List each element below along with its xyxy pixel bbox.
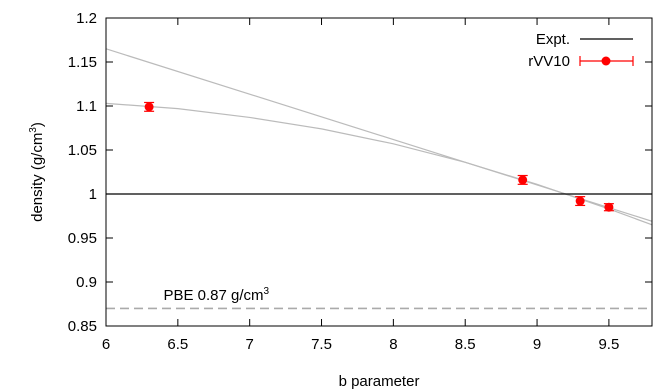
x-axis-label: b parameter	[339, 373, 420, 389]
legend-label-expt: Expt.	[536, 31, 570, 48]
fit-curves	[106, 48, 652, 226]
data-points	[144, 102, 614, 212]
data-point	[518, 175, 528, 185]
data-point	[144, 102, 154, 112]
y-axis-label: density (g/cm3)	[28, 122, 46, 222]
y-tick-label: 0.85	[68, 318, 97, 335]
pbe-annotation: PBE 0.87 g/cm3	[163, 286, 269, 304]
y-tick-labels: 0.85 0.9 0.95 1 1.05 1.1 1.15 1.2	[68, 10, 97, 335]
y-tick-label: 0.9	[76, 274, 97, 291]
plot-frame	[105, 17, 653, 327]
fit-curve-quadratic	[106, 102, 652, 226]
x-tick-label: 7	[246, 336, 254, 353]
y-tick-label: 1.15	[68, 54, 97, 71]
y-tick-label: 1	[89, 186, 97, 203]
x-tick-label: 6	[102, 336, 110, 353]
x-tick-labels: 6 6.5 7 7.5 8 8.5 9 9.5	[102, 336, 619, 353]
legend-label-rvv10: rVV10	[528, 53, 570, 70]
y-tick-label: 1.2	[76, 10, 97, 27]
x-tick-label: 6.5	[167, 336, 188, 353]
x-tick-label: 8.5	[455, 336, 476, 353]
legend-swatch-rvv10	[579, 56, 634, 66]
x-tick-label: 7.5	[311, 336, 332, 353]
y-tick-label: 1.05	[68, 142, 97, 159]
x-tick-label: 9	[533, 336, 541, 353]
data-point	[604, 202, 614, 212]
legend-point	[601, 56, 611, 66]
x-tick-label: 9.5	[598, 336, 619, 353]
axis-ticks	[105, 17, 652, 327]
reference-lines	[106, 193, 652, 310]
y-tick-label: 1.1	[76, 98, 97, 115]
data-point	[575, 196, 585, 206]
y-tick-label: 0.95	[68, 230, 97, 247]
x-tick-label: 8	[389, 336, 397, 353]
legend: Expt. rVV10	[528, 31, 634, 70]
